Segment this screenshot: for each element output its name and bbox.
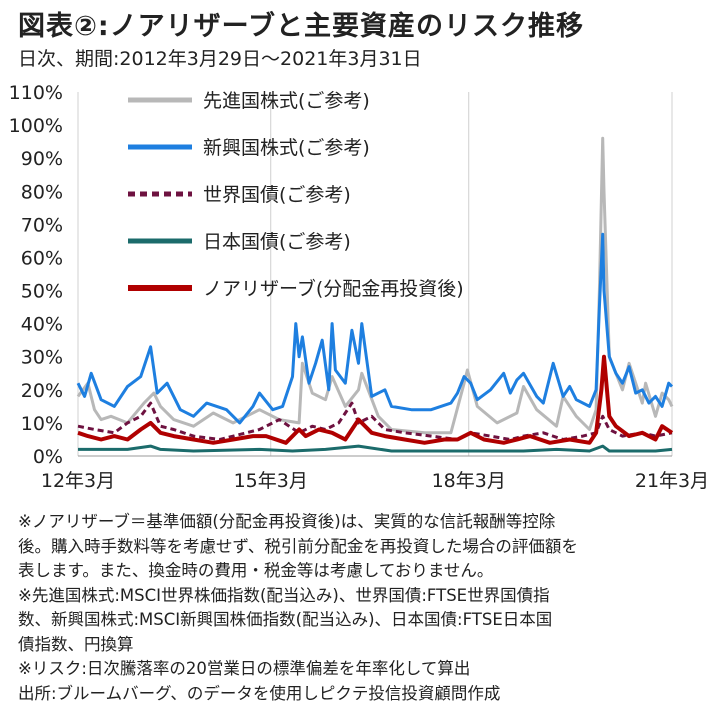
x-tick-label: 15年3月 <box>234 470 308 492</box>
y-tick-label: 60% <box>21 247 63 269</box>
y-tick-label: 70% <box>21 214 63 236</box>
series-line-2 <box>76 232 674 425</box>
chart-subtitle: 日次、期間:2012年3月29日～2021年3月31日 <box>18 48 422 70</box>
series-line-5 <box>77 354 674 445</box>
footnote-line: 表します。また、換金時の費用・税金等は考慮しておりません。 <box>18 561 494 580</box>
footnote-line: 出所:ブルームバーグ、のデータを使用しピクテ投信投資顧問作成 <box>18 683 501 703</box>
legend-label: ノアリザーブ(分配金再投資後) <box>203 277 464 300</box>
line-chart: 0% 10% 20% 30% 40% 50% 60% 70% 80% 90% 100% 110% 12… <box>9 82 709 492</box>
y-tick-label: 20% <box>21 380 63 402</box>
y-tick-label: 10% <box>21 413 63 435</box>
x-axis: 12年3月 15年3月 18年3月 21年3月 <box>41 470 709 492</box>
y-tick-label: 90% <box>21 148 63 170</box>
footnotes: ※ノアリザーブ＝基準価額(分配金再投資後)は、実質的な信託報酬等控除 後。購入時… <box>18 510 708 705</box>
y-tick-label: 100% <box>9 115 63 137</box>
footnote-line: 後。購入時手数料等を考慮せず、税引前分配金を再投資した場合の評価額を <box>18 536 578 556</box>
legend-label: 先進国株式(ご参考) <box>203 90 370 112</box>
footnote-line: 数、新興国株式:MSCI新興国株価指数(配当込み)、日本国債:FTSE日本国 <box>18 610 553 629</box>
y-tick-label: 80% <box>21 181 63 203</box>
series-layer <box>76 136 674 453</box>
legend-label: 世界国債(ご参考) <box>203 184 351 206</box>
footnote-line: ※先進国株式:MSCI世界株価指数(配当込み)、世界国債:FTSE世界国債指 <box>18 585 550 605</box>
y-tick-label: 40% <box>21 314 63 336</box>
x-tick-label: 12年3月 <box>41 470 115 492</box>
legend: 先進国株式(ご参考) 新興国株式(ご参考) 世界国債(ご参考) 日本国債(ご参考) ノア… <box>128 90 464 300</box>
series-line-4 <box>78 444 673 453</box>
footnote-line: ※ノアリザーブ＝基準価額(分配金再投資後)は、実質的な信託報酬等控除 <box>18 512 556 531</box>
y-axis: 0% 10% 20% 30% 40% 50% 60% 70% 80% 90% 100% 110% <box>9 82 63 468</box>
y-tick-label: 50% <box>21 281 63 303</box>
legend-label: 新興国株式(ご参考) <box>203 137 370 159</box>
legend-label: 日本国債(ご参考) <box>203 231 351 253</box>
y-tick-label: 110% <box>9 82 63 104</box>
y-tick-label: 30% <box>21 347 63 369</box>
footnote-line: ※リスク:日次騰落率の20営業日の標準偏差を年率化して算出 <box>18 659 471 678</box>
footnote-line: 債指数、円換算 <box>18 634 134 654</box>
x-tick-label: 21年3月 <box>635 470 709 492</box>
x-tick-label: 18年3月 <box>432 470 506 492</box>
y-tick-label: 0% <box>33 446 63 468</box>
chart-title: 図表②:ノアリザーブと主要資産のリスク推移 <box>18 11 585 42</box>
